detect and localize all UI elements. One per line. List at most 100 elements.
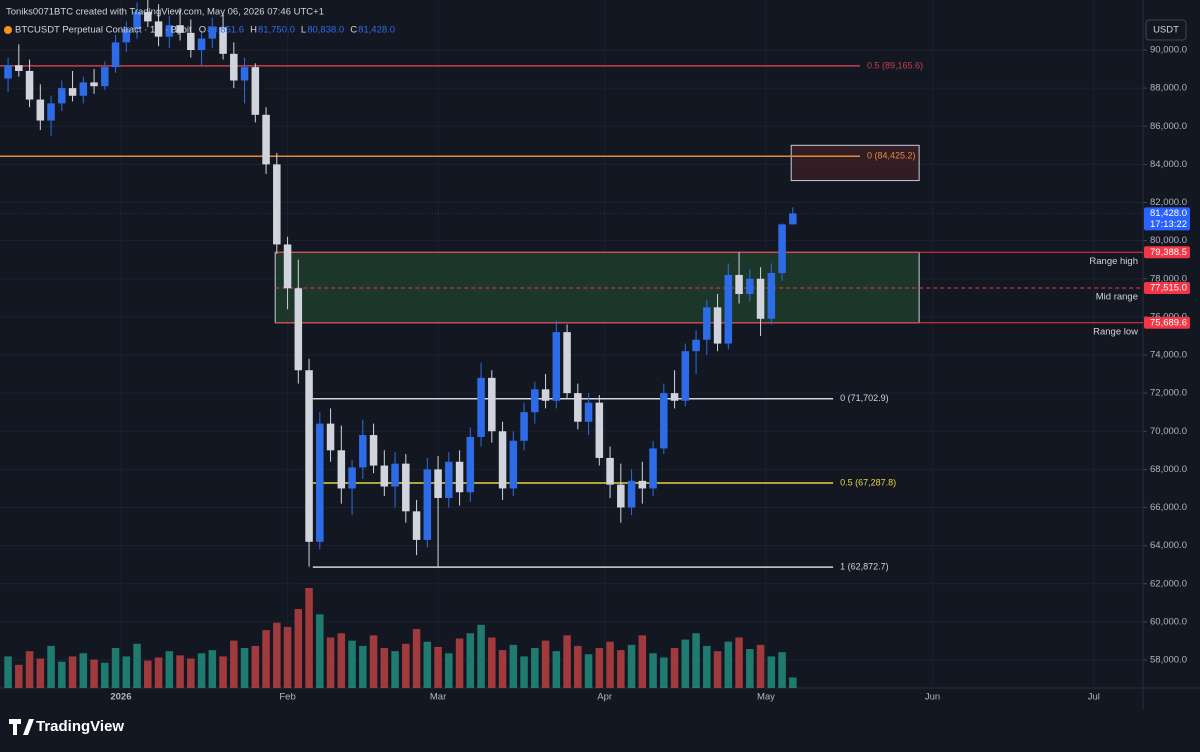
candle-body — [595, 402, 604, 458]
y-tick-label: 86,000.0 — [1150, 121, 1187, 132]
volume-bar — [531, 648, 539, 688]
volume-bar — [767, 656, 776, 688]
volume-bar — [445, 653, 453, 688]
candle-body — [756, 278, 765, 319]
volume-bar — [122, 656, 131, 688]
volume-bar — [552, 651, 561, 688]
candle-body — [111, 42, 120, 68]
volume-bar — [4, 656, 12, 688]
candle-body — [294, 288, 303, 371]
volume-bar — [133, 643, 141, 688]
volume-bar — [294, 609, 303, 688]
volume-bar — [498, 650, 507, 688]
y-tick-label: 58,000.0 — [1150, 655, 1187, 666]
volume-bar — [789, 677, 797, 688]
y-tick-label: 62,000.0 — [1150, 578, 1187, 589]
price-badge-label: 75,689.6 — [1150, 317, 1187, 328]
volume-bar — [144, 660, 152, 688]
candle-body — [79, 82, 88, 96]
volume-bar — [703, 645, 711, 688]
levels: 0.5 (89,165.6) 0 (84,425.2) 0 (71,702.9) 0.… — [0, 60, 1143, 571]
volume-bar — [746, 649, 754, 688]
candle-body — [90, 82, 98, 87]
volume-bar — [230, 640, 238, 688]
candle-body — [789, 213, 797, 225]
candle-body — [187, 32, 195, 51]
logo-text: TradingView — [36, 718, 124, 735]
volume-bar — [15, 664, 23, 688]
volume-bar — [58, 661, 66, 688]
candle-body — [122, 29, 131, 43]
candle-body — [670, 393, 679, 401]
candle-body — [208, 27, 217, 39]
volume-bar — [660, 657, 668, 688]
volume-bar — [79, 653, 88, 688]
y-tick-label: 60,000.0 — [1150, 616, 1187, 627]
candle-body — [488, 377, 496, 432]
ohlc-value: 80,838.0 — [307, 25, 344, 36]
volume-bar — [563, 635, 571, 688]
candle-body — [477, 377, 485, 437]
y-tick-label: 70,000.0 — [1150, 426, 1187, 437]
candle-body — [273, 164, 281, 245]
volume-bar — [606, 641, 614, 688]
candle-body — [251, 67, 260, 115]
volume-bar — [240, 648, 249, 688]
candle-body — [176, 25, 184, 33]
volume-bar — [595, 648, 604, 688]
volume-bar — [724, 641, 733, 688]
price-badge-label: 77,515.0 — [1150, 283, 1187, 294]
logo-mark — [9, 719, 34, 735]
candle-body — [219, 27, 227, 54]
volume-bar — [251, 645, 260, 688]
level-label: 0 (71,702.9) — [840, 393, 889, 403]
candle-body — [262, 114, 270, 165]
price-badge — [1144, 316, 1190, 329]
volume-bar — [541, 640, 550, 688]
volume-bar — [369, 635, 378, 688]
last-price-label: 81,428.0 — [1150, 208, 1187, 219]
candle-body — [681, 351, 690, 401]
candle-body — [627, 480, 636, 508]
volume-bar — [412, 629, 421, 688]
ohlc-key: H — [250, 25, 257, 36]
y-tick-label: 84,000.0 — [1150, 159, 1187, 170]
volume-bar — [187, 658, 195, 688]
candle-body — [402, 463, 410, 512]
candle-body — [58, 88, 66, 104]
candle-body — [348, 467, 356, 489]
volume-bar — [391, 651, 399, 688]
candle-body — [154, 21, 163, 37]
candle-body — [380, 465, 389, 487]
volume-bar — [466, 633, 475, 688]
y-tick-label: 64,000.0 — [1150, 540, 1187, 551]
candle-body — [606, 457, 614, 485]
price-badge — [1144, 246, 1190, 259]
volume-bar — [154, 657, 163, 688]
volume-bar — [262, 630, 270, 688]
candle-body — [412, 511, 421, 540]
volume-bar — [509, 644, 518, 688]
candle-body — [520, 412, 528, 441]
y-tick-label: 72,000.0 — [1150, 388, 1187, 399]
x-tick-label: May — [757, 692, 775, 703]
y-tick-label: 66,000.0 — [1150, 502, 1187, 513]
symbol: BTCUSDT Perpetual Contract · 1D · Bybit — [15, 25, 192, 36]
symbol-icon — [4, 26, 12, 34]
volume-bar — [25, 651, 34, 688]
ohlc: O 80,851.6 H 81,750.0 L 80,838.0 C 81,428.0 — [199, 25, 395, 36]
volume-bar — [197, 653, 206, 688]
candle-body — [423, 469, 432, 540]
candle-body — [724, 274, 733, 344]
volume-bar — [380, 648, 389, 688]
zone — [790, 144, 920, 182]
ohlc-key: C — [350, 25, 357, 36]
y-tick-label: 88,000.0 — [1150, 83, 1187, 94]
volume-bar — [638, 635, 647, 688]
ohlc-key: O — [199, 25, 206, 36]
x-tick-label: Jul — [1088, 692, 1100, 703]
candle-body — [305, 370, 313, 542]
